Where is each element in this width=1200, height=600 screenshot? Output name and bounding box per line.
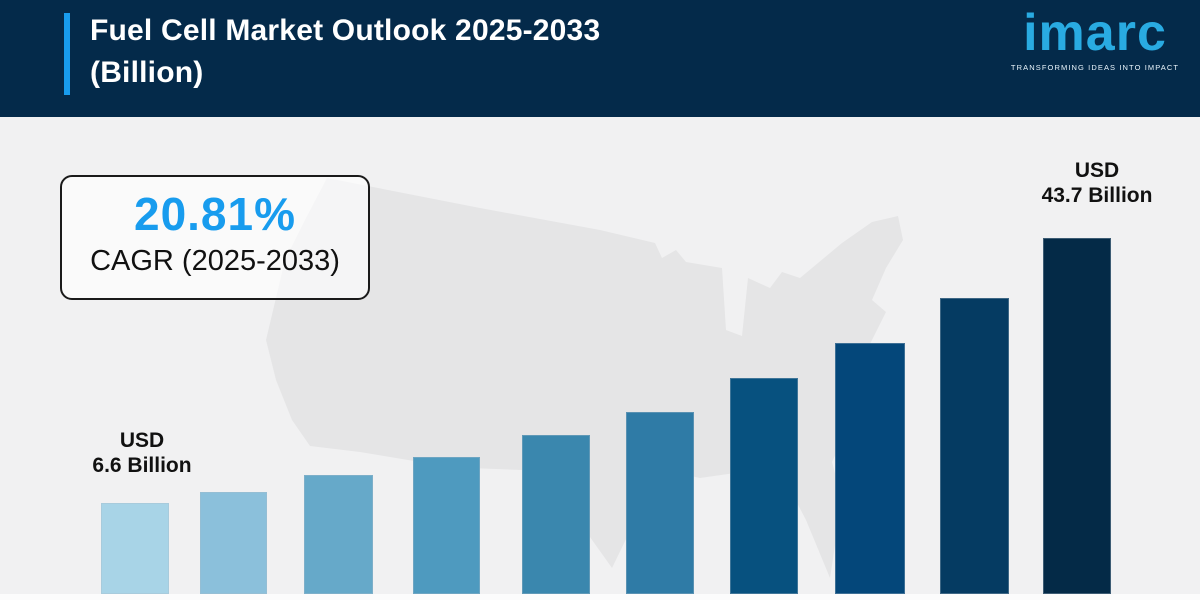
chart-bar-8 [835,343,905,594]
chart-bar-6 [626,412,694,594]
usa-map-silhouette [266,178,903,578]
chart-bar-7 [730,378,798,594]
cagr-label: CAGR (2025-2033) [90,245,340,277]
last-bar-value-label: USD 43.7 Billion [1007,158,1187,208]
cagr-value: 20.81% [133,188,296,240]
first-bar-label-line-2: 6.6 Billion [92,454,192,477]
last-bar-label-line-2: 43.7 Billion [1041,184,1153,207]
imarc-logo: imarc TRANSFORMING IDEAS INTO IMPACT [1010,4,1180,72]
title-line-2: (Billion) [90,56,204,89]
page-title: Fuel Cell Market Outlook 2025-2033 (Bill… [90,10,830,94]
imarc-wordmark: imarc [1023,4,1167,62]
chart-bar-3 [304,475,373,594]
last-bar-label-line-1: USD [1074,159,1120,182]
header-banner: Fuel Cell Market Outlook 2025-2033 (Bill… [0,0,1200,117]
chart-bar-5 [522,435,590,594]
title-accent-bar [64,13,70,95]
cagr-callout: 20.81% CAGR (2025-2033) [60,175,370,300]
chart-bar-9 [940,298,1009,594]
first-bar-label-line-1: USD [119,429,165,452]
chart-bar-1 [101,503,169,594]
chart-bar-2 [200,492,267,594]
title-line-1: Fuel Cell Market Outlook 2025-2033 [90,14,601,47]
chart-bar-10 [1043,238,1111,594]
chart-bar-4 [413,457,480,594]
first-bar-value-label: USD 6.6 Billion [52,428,232,478]
footer-strip [0,594,1200,600]
usa-map-shape [266,178,903,578]
imarc-tagline: TRANSFORMING IDEAS INTO IMPACT [1010,63,1180,72]
